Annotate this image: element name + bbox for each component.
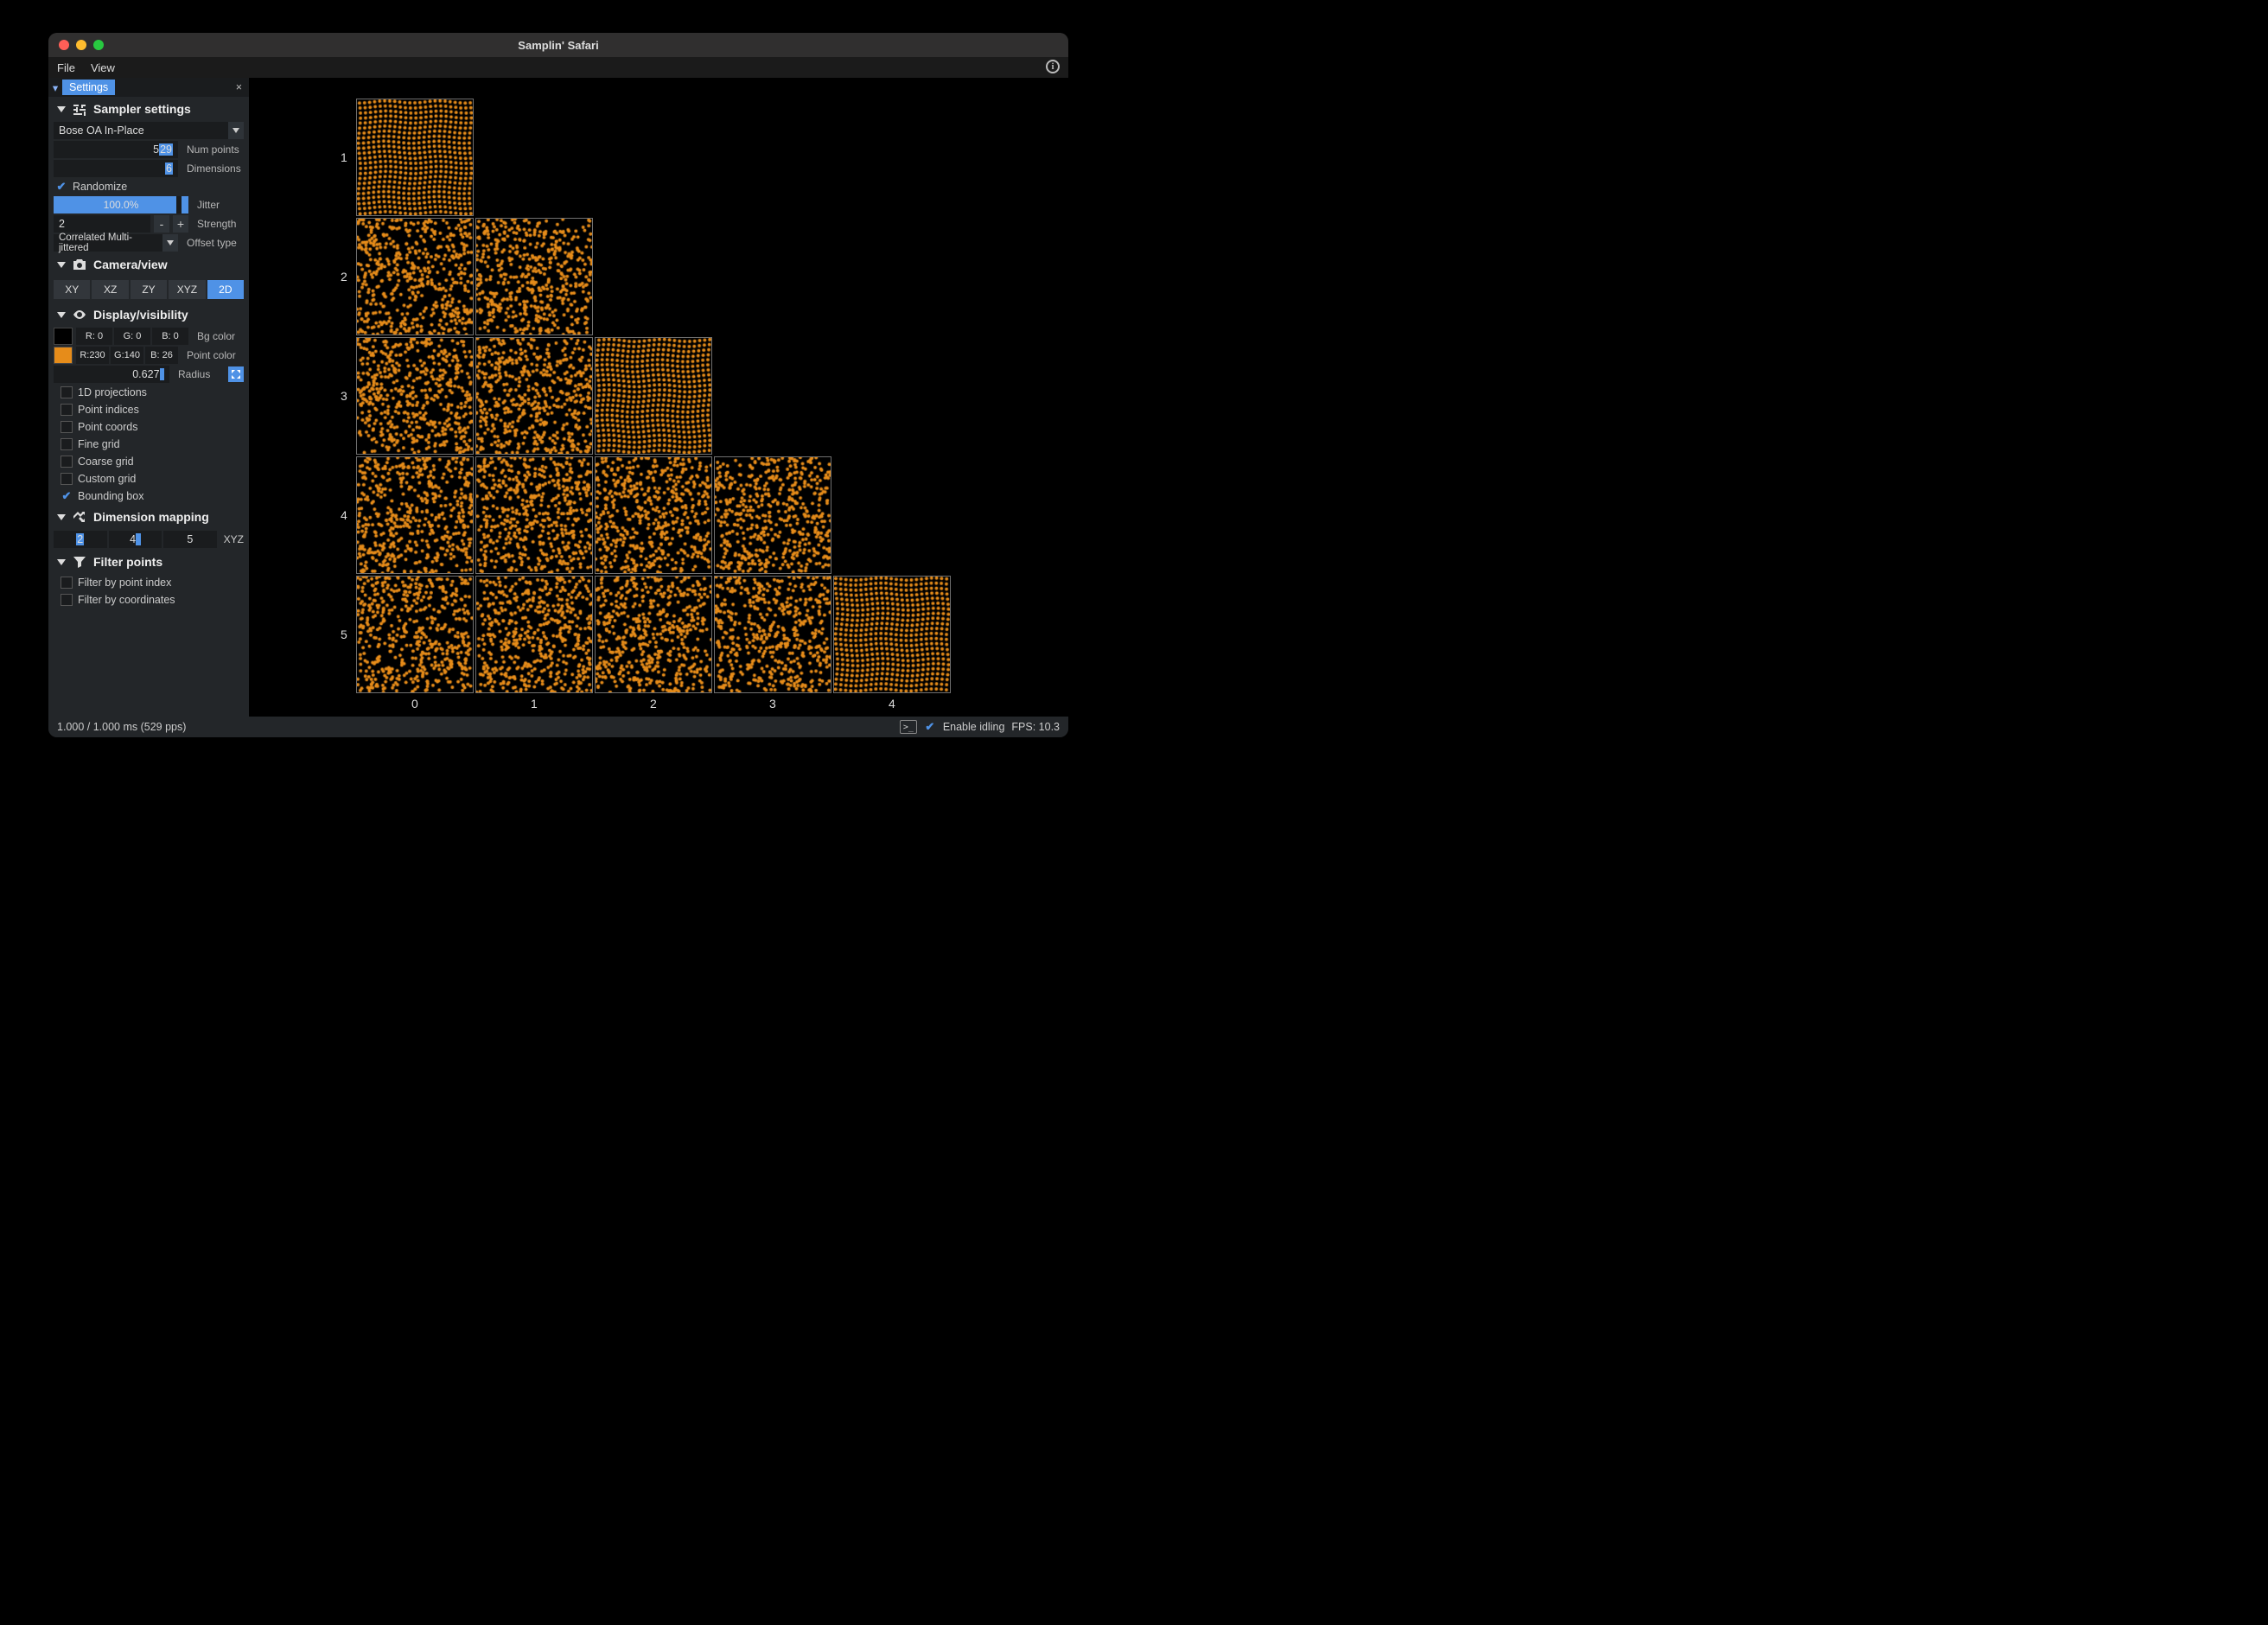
filter-icon: [73, 555, 86, 569]
view-xz-button[interactable]: XZ: [92, 280, 128, 299]
col-label: 4: [889, 697, 895, 711]
row-label: 2: [341, 270, 347, 284]
row-label: 1: [341, 150, 347, 164]
dim-x-input[interactable]: 2: [54, 531, 107, 548]
scatter-cell: [356, 456, 474, 574]
coarse-grid-checkbox[interactable]: Coarse grid: [48, 453, 249, 470]
filter-by-point-index-checkbox[interactable]: Filter by point index: [48, 574, 249, 591]
scatter-cell: [356, 576, 474, 693]
camera-icon: [73, 258, 86, 271]
statusbar: 1.000 / 1.000 ms (529 pps) >_ Enable idl…: [48, 717, 1068, 737]
dim-z-input[interactable]: 5: [163, 531, 217, 548]
section-filter[interactable]: Filter points: [48, 550, 249, 574]
fps-label: FPS: 10.3: [1011, 721, 1060, 733]
enable-idling-checkbox[interactable]: Enable idling: [943, 721, 1005, 733]
strength-input[interactable]: 2: [54, 215, 150, 233]
sampler-method-dropdown[interactable]: Bose OA In-Place: [54, 122, 244, 139]
bg-g-input[interactable]: G: 0: [114, 328, 150, 345]
window-title: Samplin' Safari: [48, 39, 1068, 52]
row-label: 4: [341, 508, 347, 522]
row-label: 3: [341, 389, 347, 403]
scatter-cell: [833, 576, 951, 693]
info-icon[interactable]: i: [1046, 60, 1060, 73]
radius-input[interactable]: 0.627: [54, 366, 169, 383]
offset-type-dropdown[interactable]: Correlated Multi-jittered: [54, 234, 178, 252]
tab-settings[interactable]: Settings: [62, 80, 115, 95]
shuffle-icon: [73, 510, 86, 524]
menu-view[interactable]: View: [91, 61, 115, 74]
jitter-slider[interactable]: 100.0%: [54, 196, 188, 213]
strength-minus-button[interactable]: -: [154, 215, 169, 233]
view-2d-button[interactable]: 2D: [207, 280, 244, 299]
settings-sidebar: ▾ Settings × Sampler settings Bose OA In…: [48, 78, 249, 717]
section-dimmap[interactable]: Dimension mapping: [48, 505, 249, 529]
titlebar: Samplin' Safari: [48, 33, 1068, 57]
fine-grid-checkbox[interactable]: Fine grid: [48, 436, 249, 453]
col-label: 3: [769, 697, 776, 711]
scatter-cell: [356, 99, 474, 216]
bg-r-input[interactable]: R: 0: [76, 328, 112, 345]
bg-b-input[interactable]: B: 0: [152, 328, 188, 345]
app-window: Samplin' Safari File View i ▾ Settings ×…: [48, 33, 1068, 737]
scatter-cell: [595, 337, 712, 455]
eye-icon: [73, 308, 86, 322]
randomize-checkbox[interactable]: Randomize: [48, 178, 249, 195]
scatter-cell: [595, 576, 712, 693]
scatter-cell: [714, 456, 831, 574]
console-icon[interactable]: >_: [900, 720, 917, 734]
pt-g-input[interactable]: G:140: [111, 347, 143, 364]
section-display[interactable]: Display/visibility: [48, 303, 249, 327]
view-zy-button[interactable]: ZY: [131, 280, 167, 299]
scatter-cell: [475, 337, 593, 455]
pin-icon[interactable]: ▾: [48, 81, 62, 94]
bg-color-swatch[interactable]: [54, 328, 73, 345]
bounding-box-checkbox[interactable]: Bounding box: [48, 488, 249, 505]
filter-by-coordinates-checkbox[interactable]: Filter by coordinates: [48, 591, 249, 609]
radius-fit-button[interactable]: [228, 366, 244, 382]
chevron-down-icon[interactable]: [228, 122, 244, 139]
menu-file[interactable]: File: [57, 61, 75, 74]
dim-y-input[interactable]: 4: [109, 531, 162, 548]
scatter-cell: [356, 218, 474, 335]
section-sampler[interactable]: Sampler settings: [48, 97, 249, 121]
scatter-cell: [475, 576, 593, 693]
col-label: 2: [650, 697, 657, 711]
row-label: 5: [341, 628, 347, 641]
view-xy-button[interactable]: XY: [54, 280, 90, 299]
scatter-cell: [475, 456, 593, 574]
section-camera[interactable]: Camera/view: [48, 252, 249, 277]
view-xyz-button[interactable]: XYZ: [169, 280, 205, 299]
custom-grid-checkbox[interactable]: Custom grid: [48, 470, 249, 488]
point-coords-checkbox[interactable]: Point coords: [48, 418, 249, 436]
point-indices-checkbox[interactable]: Point indices: [48, 401, 249, 418]
point-color-swatch[interactable]: [54, 347, 73, 364]
col-label: 1: [531, 697, 538, 711]
sliders-icon: [73, 102, 86, 116]
scatter-cell: [475, 218, 593, 335]
menubar: File View i: [48, 57, 1068, 78]
pt-b-input[interactable]: B: 26: [145, 347, 178, 364]
scatter-cell: [356, 337, 474, 455]
status-timing: 1.000 / 1.000 ms (529 pps): [57, 721, 186, 733]
strength-plus-button[interactable]: +: [173, 215, 188, 233]
viewport[interactable]: 1 2 3 4 5 0 1 2 3 4: [249, 78, 1068, 717]
scatter-cell: [595, 456, 712, 574]
col-label: 0: [411, 697, 418, 711]
dimensions-input[interactable]: 6: [54, 160, 178, 177]
num-points-input[interactable]: 529: [54, 141, 178, 158]
tab-close-icon[interactable]: ×: [229, 81, 249, 93]
1d-projections-checkbox[interactable]: 1D projections: [48, 384, 249, 401]
chevron-down-icon[interactable]: [162, 234, 178, 252]
pt-r-input[interactable]: R:230: [76, 347, 109, 364]
scatter-cell: [714, 576, 831, 693]
